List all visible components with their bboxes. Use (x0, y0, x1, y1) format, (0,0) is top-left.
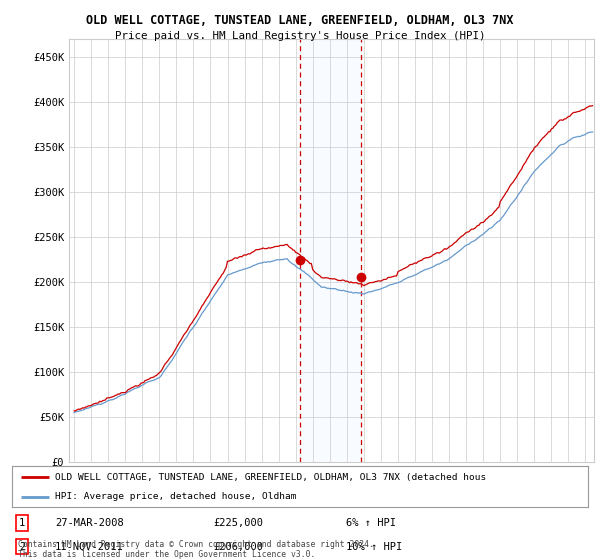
Text: £206,000: £206,000 (214, 542, 263, 552)
Text: 1: 1 (19, 518, 25, 528)
Text: 2: 2 (19, 542, 25, 552)
Text: 10% ↑ HPI: 10% ↑ HPI (346, 542, 403, 552)
Bar (299, 39, 361, 462)
Text: OLD WELL COTTAGE, TUNSTEAD LANE, GREENFIELD, OLDHAM, OL3 7NX (detached hous: OLD WELL COTTAGE, TUNSTEAD LANE, GREENFI… (55, 473, 487, 482)
Text: 6% ↑ HPI: 6% ↑ HPI (346, 518, 396, 528)
Text: OLD WELL COTTAGE, TUNSTEAD LANE, GREENFIELD, OLDHAM, OL3 7NX: OLD WELL COTTAGE, TUNSTEAD LANE, GREENFI… (86, 14, 514, 27)
Text: HPI: Average price, detached house, Oldham: HPI: Average price, detached house, Oldh… (55, 492, 296, 501)
Text: 27-MAR-2008: 27-MAR-2008 (55, 518, 124, 528)
Text: 11-NOV-2011: 11-NOV-2011 (55, 542, 124, 552)
Text: £225,000: £225,000 (214, 518, 263, 528)
Text: Contains HM Land Registry data © Crown copyright and database right 2024.
This d: Contains HM Land Registry data © Crown c… (18, 540, 374, 559)
Text: Price paid vs. HM Land Registry's House Price Index (HPI): Price paid vs. HM Land Registry's House … (115, 31, 485, 41)
